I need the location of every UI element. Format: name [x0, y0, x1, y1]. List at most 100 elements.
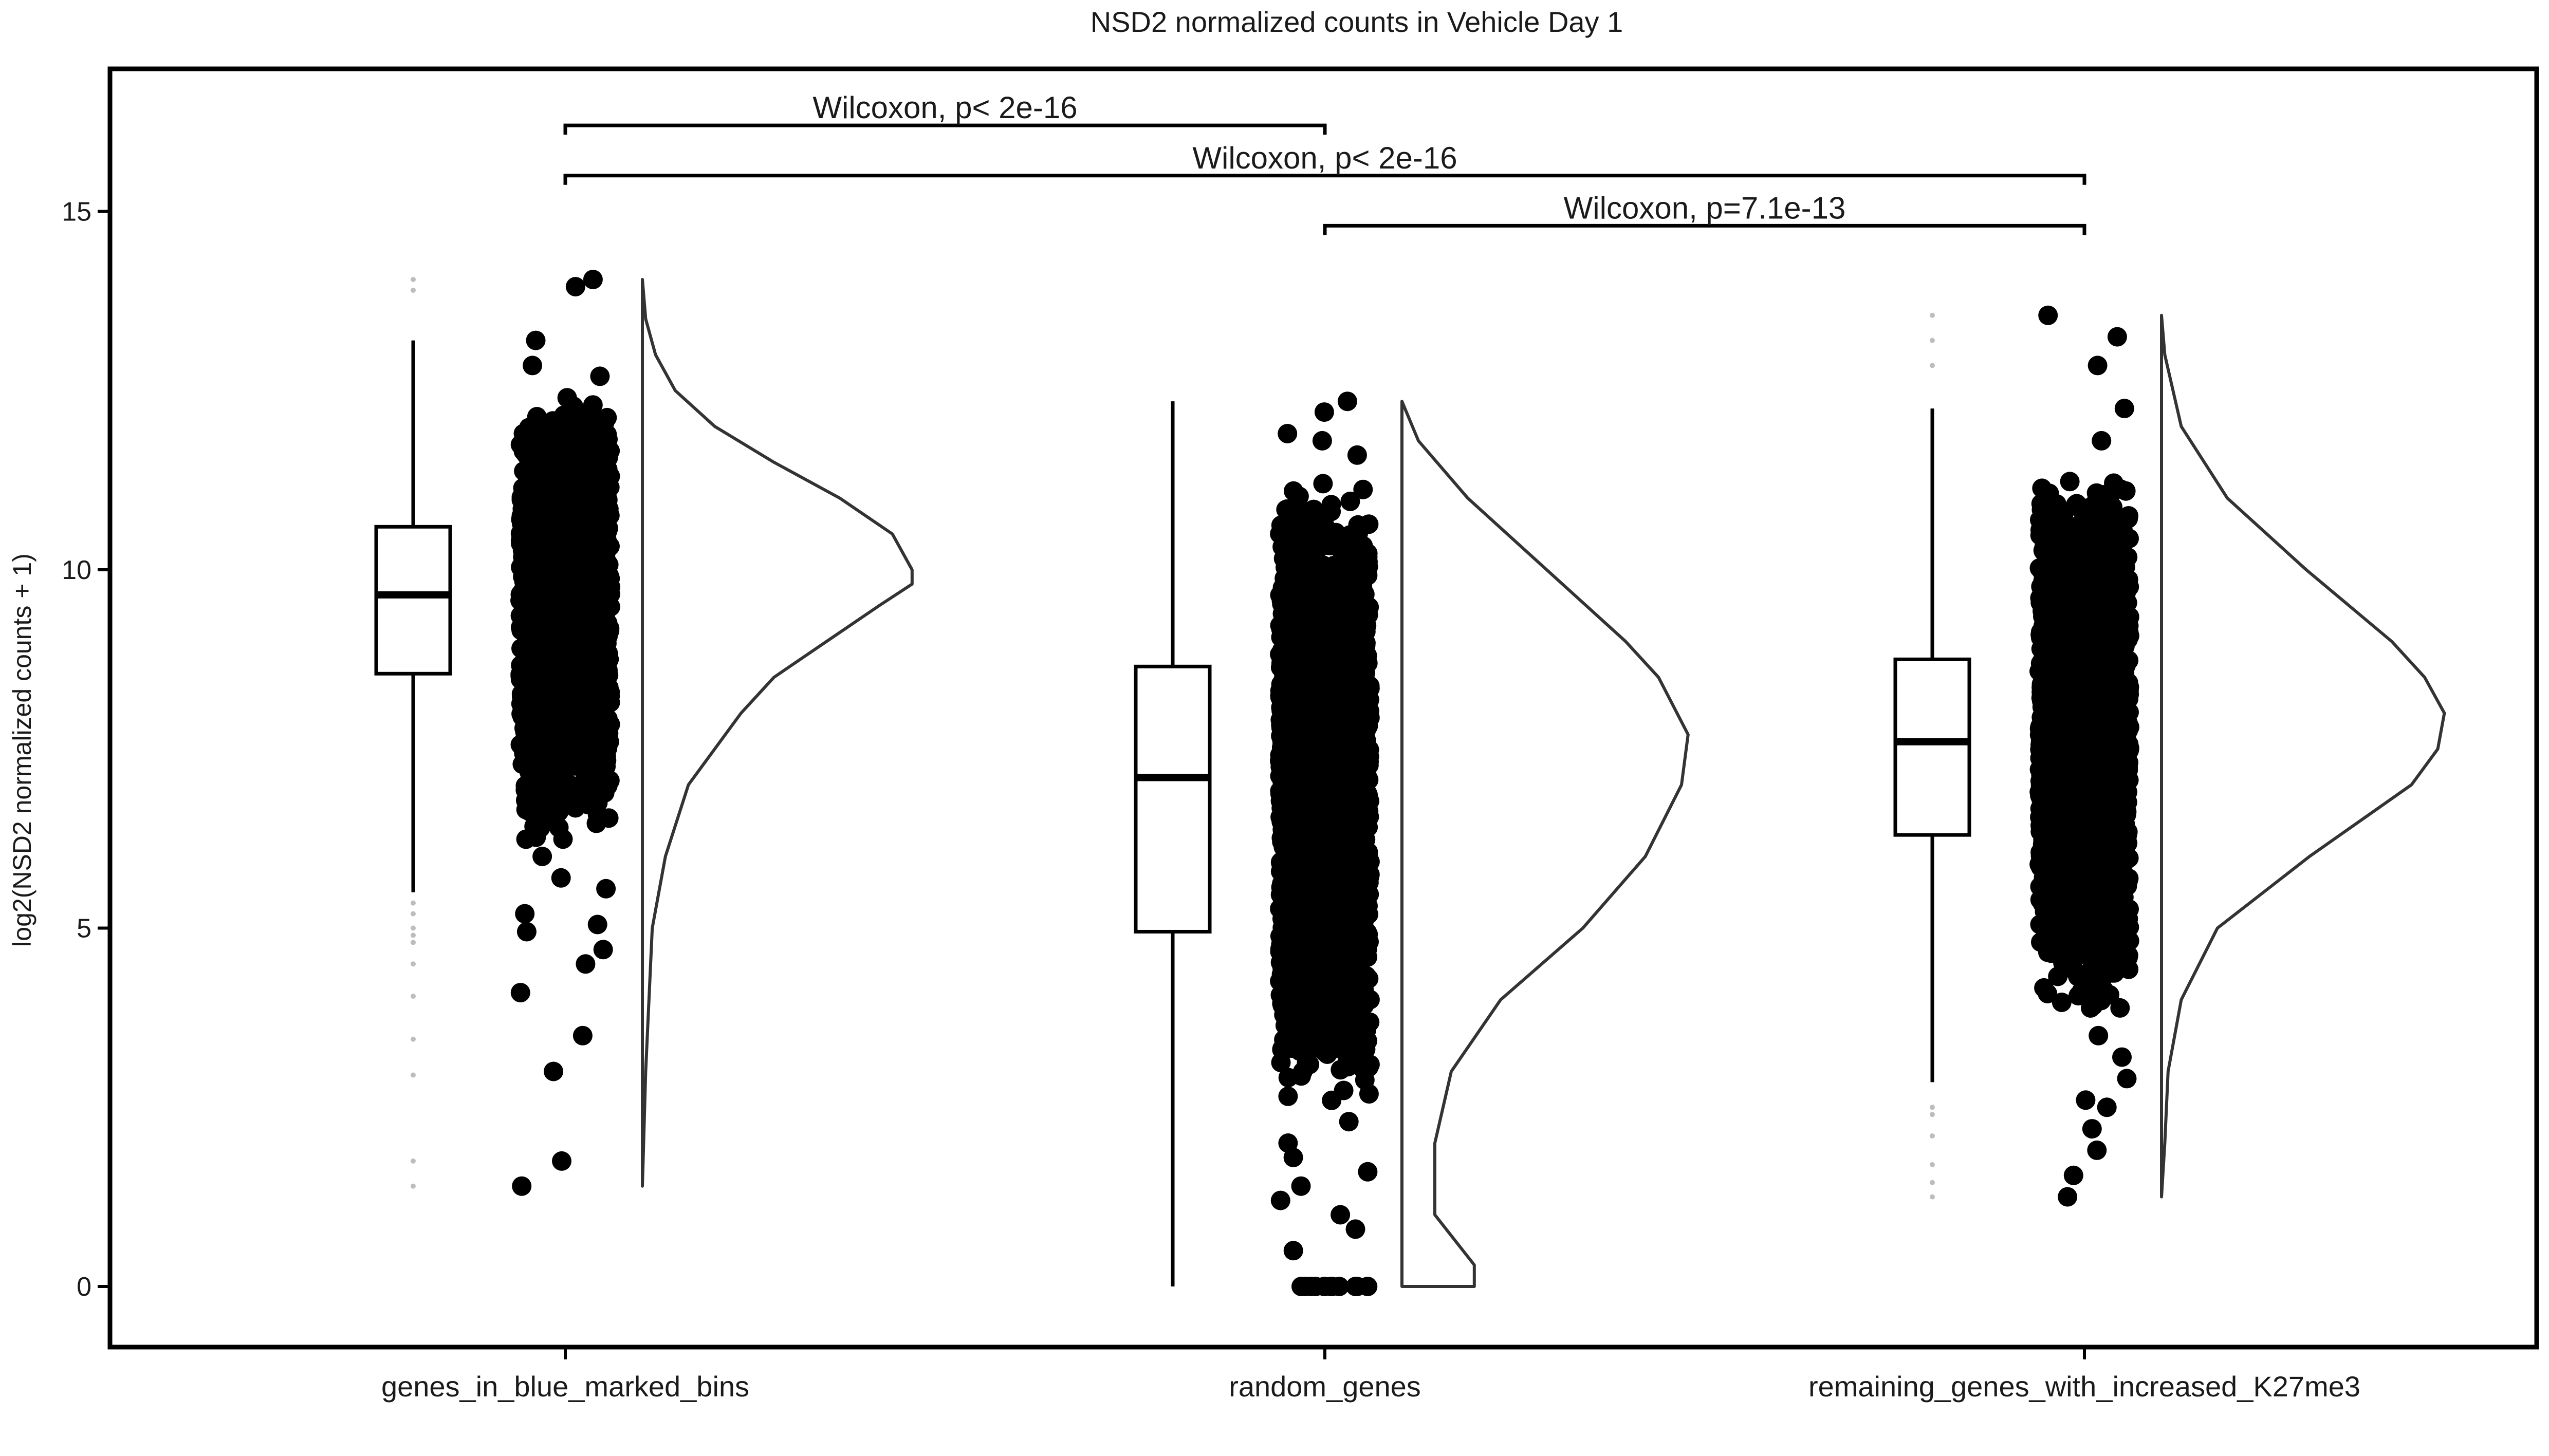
jitter-point — [596, 879, 616, 899]
jitter-point — [574, 703, 594, 723]
jitter-point — [590, 769, 611, 789]
jitter-point — [1287, 503, 1307, 523]
jitter-point — [1354, 858, 1374, 878]
jitter-point — [1311, 531, 1331, 551]
jitter-point — [1297, 720, 1317, 740]
jitter-point — [563, 789, 583, 808]
jitter-point — [1338, 720, 1358, 740]
jitter-point — [531, 781, 551, 801]
jitter-point — [1270, 524, 1290, 544]
jitter-point — [545, 501, 565, 521]
jitter-point — [541, 681, 561, 701]
x-tick-label: random_genes — [1229, 1370, 1421, 1403]
jitter-point — [1312, 431, 1332, 451]
jitter-point — [1272, 972, 1292, 991]
jitter-point — [1358, 1162, 1378, 1182]
jitter-point — [1281, 862, 1301, 882]
y-tick-label: 5 — [77, 914, 91, 944]
jitter-point — [1347, 1277, 1367, 1296]
jitter-point — [1301, 1277, 1321, 1296]
jitter-point — [524, 816, 544, 836]
jitter-point — [1321, 1277, 1341, 1296]
jitter-point — [1352, 771, 1372, 791]
jitter-point — [1299, 766, 1319, 786]
jitter-point — [571, 664, 591, 684]
jitter-point — [2048, 966, 2068, 986]
jitter-point — [571, 614, 591, 633]
jitter-point — [1291, 1176, 1311, 1196]
jitter-point — [1328, 1007, 1348, 1028]
jitter-point — [522, 680, 542, 699]
jitter-point — [513, 595, 533, 615]
jitter-point — [1329, 538, 1349, 558]
jitter-point — [1296, 998, 1316, 1018]
jitter-point — [549, 658, 569, 678]
y-axis-label: log2(NSD2 normalized counts + 1) — [8, 553, 36, 947]
density-curve — [641, 278, 914, 1188]
jitter-point — [1304, 510, 1324, 530]
x-tick-label: genes_in_blue_marked_bins — [381, 1370, 749, 1403]
jitter-point — [532, 847, 552, 866]
jitter-point — [1321, 734, 1341, 754]
jitter-point — [567, 517, 587, 537]
density-curve — [2160, 313, 2446, 1199]
jitter-point — [554, 426, 574, 446]
jitter-point — [1278, 1086, 1298, 1106]
jitter-point — [533, 706, 553, 726]
jitter-point — [565, 756, 585, 776]
jitter-point — [1345, 678, 1365, 698]
jitter-point — [515, 643, 534, 663]
jitter-point — [1278, 424, 1298, 443]
jitter-point — [547, 775, 567, 795]
jitter-point — [1280, 573, 1300, 593]
jitter-point — [539, 800, 559, 820]
jitter-point — [1289, 915, 1308, 935]
jitter-point — [565, 277, 585, 296]
jitter-point — [1293, 804, 1313, 824]
jitter-point — [1273, 814, 1294, 834]
jitter-point — [593, 940, 613, 960]
jitter-point — [1276, 933, 1296, 953]
jitter-point — [597, 529, 617, 549]
jitter-point — [597, 717, 617, 737]
jitter-point — [566, 483, 586, 503]
y-tick-label: 15 — [62, 197, 91, 227]
jitter-point — [1304, 1038, 1324, 1058]
jitter-point — [2110, 998, 2130, 1018]
jitter-point — [526, 614, 546, 634]
jitter-point — [1347, 521, 1367, 541]
jitter-point — [581, 472, 601, 492]
jitter-point — [524, 500, 544, 520]
jitter-point — [569, 584, 589, 604]
jitter-point — [1353, 805, 1373, 825]
jitter-point — [519, 418, 539, 438]
jitter-point — [1314, 943, 1334, 963]
jitter-point — [559, 731, 579, 751]
jitter-point — [542, 641, 562, 661]
jitter-point — [1271, 619, 1291, 639]
jitter-point — [1270, 1190, 1290, 1210]
jitter-point — [576, 954, 596, 974]
jitter-point — [515, 904, 535, 924]
jitter-point — [1318, 867, 1338, 887]
jitter-point — [1313, 654, 1333, 674]
jitter-point — [515, 442, 535, 462]
jitter-point — [1303, 1014, 1323, 1034]
jitter-point — [1330, 626, 1350, 646]
jitter-point — [520, 762, 540, 782]
jitter-point — [1358, 743, 1378, 763]
jitter-point — [1321, 495, 1341, 515]
jitter-point — [1358, 947, 1377, 967]
jitter-point — [1337, 391, 1357, 412]
jitter-point — [544, 1061, 563, 1081]
jitter-point — [1328, 777, 1348, 797]
jitter-point — [1313, 474, 1333, 494]
jitter-point — [1313, 959, 1333, 979]
jitter-point — [587, 514, 607, 534]
chart-title: NSD2 normalized counts in Vehicle Day 1 — [1091, 6, 1623, 38]
jitter-point — [1315, 566, 1335, 586]
jitter-point — [1345, 1219, 1365, 1239]
jitter-point — [1318, 844, 1338, 864]
jitter-point — [575, 683, 595, 703]
